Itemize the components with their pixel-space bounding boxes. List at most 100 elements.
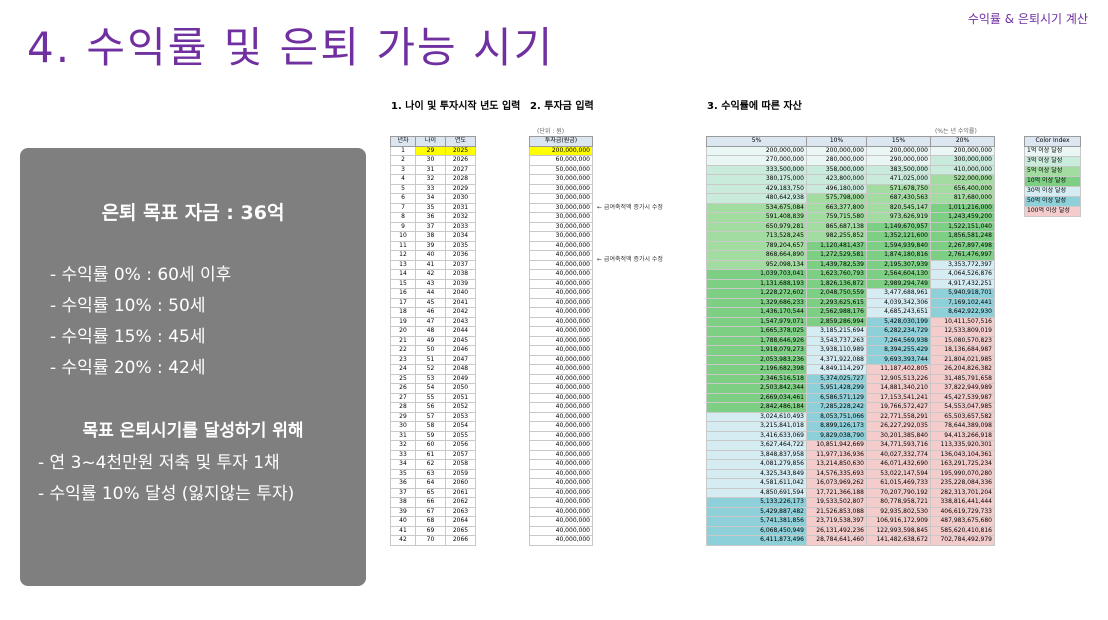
plan-heading: 목표 은퇴시기를 달성하기 위해: [82, 421, 304, 441]
table-cell: 2058: [445, 459, 476, 470]
table-cell: 61: [415, 449, 446, 460]
returns-header: 10%: [806, 136, 867, 147]
table-cell: 38: [415, 231, 446, 242]
table-row: 13 41 2037: [390, 259, 476, 270]
table-row: 40,000,000: [529, 316, 593, 327]
table-row: 2,842,486,184 7,285,228,242 19,766,572,427…: [706, 402, 995, 413]
table-cell: 2029: [445, 183, 476, 194]
table-cell: 23,719,538,397: [806, 516, 867, 527]
table-row: 3,024,610,493 8,053,751,066 22,771,558,291…: [706, 411, 995, 422]
table-cell: 2048: [445, 364, 476, 375]
table-cell: 333,500,000: [706, 164, 807, 175]
table-cell: 31: [415, 164, 446, 175]
table-cell: 2051: [445, 392, 476, 403]
table-cell: 2042: [445, 307, 476, 318]
table-cell: 2063: [445, 506, 476, 517]
legend-label: 10억 이상 달성: [1024, 175, 1081, 187]
table-cell: 282,313,701,204: [930, 487, 995, 498]
table-row: 380,175,000 423,800,000 471,025,000 522,000…: [706, 174, 995, 185]
rate-unit-note: (%는 년 수익률): [935, 128, 977, 135]
table-cell: 1: [390, 145, 416, 156]
rate-item: - 수익률 10% : 50세: [50, 296, 206, 316]
table-row: 40,000,000: [529, 335, 593, 346]
table-cell: 358,000,000: [806, 164, 867, 175]
table-cell: 471,025,000: [866, 174, 931, 185]
table-row: 30,000,000: [529, 202, 593, 213]
table-cell: 1,329,686,233: [706, 297, 807, 308]
table-cell: 40,000,000: [529, 411, 593, 422]
table-cell: 17,721,366,188: [806, 487, 867, 498]
table-cell: 2031: [445, 202, 476, 213]
table-cell: 3,627,464,722: [706, 440, 807, 451]
table-row: 23 51 2047: [390, 354, 476, 365]
returns-header: 20%: [930, 136, 995, 147]
table-row: 868,664,890 1,272,529,581 1,874,180,816 2,7…: [706, 250, 995, 261]
table-row: 789,204,657 1,120,481,437 1,594,939,840 2,2…: [706, 240, 995, 251]
table-cell: 40,000,000: [529, 487, 593, 498]
table-cell: 106,916,172,909: [866, 516, 931, 527]
table-row: 40,000,000: [529, 449, 593, 460]
salary-note: ← 급여축적액 증가시 수정: [597, 204, 663, 211]
table-row: 3,215,841,018 8,899,126,173 26,227,292,035…: [706, 421, 995, 432]
table-cell: 200,000,000: [866, 145, 931, 156]
age-table-header: 연도: [445, 136, 476, 147]
table-cell: 3,353,772,397: [930, 259, 995, 270]
table-cell: 3,848,837,958: [706, 449, 807, 460]
table-row: 952,098,134 1,439,782,539 2,195,307,939 3,3…: [706, 259, 995, 270]
table-cell: 270,000,000: [706, 155, 807, 166]
table-cell: 2032: [445, 212, 476, 223]
rate-item: - 수익률 20% : 42세: [50, 358, 206, 378]
table-row: 7 35 2031: [390, 202, 476, 213]
table-cell: 656,400,000: [930, 183, 995, 194]
table-cell: 46,071,432,690: [866, 459, 931, 470]
table-row: 713,528,245 982,255,852 1,352,121,600 1,856…: [706, 231, 995, 242]
table-row: 38 66 2062: [390, 497, 476, 508]
table-row: 2,053,983,236 4,371,922,088 9,693,393,744 2…: [706, 354, 995, 365]
investment-table: 투자금(원금) 200,000,000 60,000,000 50,000,000 3…: [529, 136, 593, 546]
table-cell: 14,576,335,693: [806, 468, 867, 479]
table-cell: 16: [390, 288, 416, 299]
investment-header: 투자금(원금): [529, 136, 593, 147]
table-cell: 40,000,000: [529, 468, 593, 479]
table-row: 40,000,000: [529, 383, 593, 394]
table-cell: 40,000,000: [529, 478, 593, 489]
table-row: 1 29 2025: [390, 145, 476, 156]
table-cell: 30,000,000: [529, 221, 593, 232]
table-cell: 5: [390, 183, 416, 194]
table-row: 14 42 2038: [390, 269, 476, 280]
table-row: 1,547,979,071 2,859,286,994 5,428,030,199 1…: [706, 316, 995, 327]
table-cell: 383,500,000: [866, 164, 931, 175]
table-row: 11 39 2035: [390, 240, 476, 251]
table-cell: 820,545,147: [866, 202, 931, 213]
table-cell: 40,000,000: [529, 297, 593, 308]
table-row: 24 52 2048: [390, 364, 476, 375]
age-table-header: 년차: [390, 136, 416, 147]
table-cell: 43: [415, 278, 446, 289]
table-cell: 122,993,598,845: [866, 525, 931, 536]
table-cell: 45,427,539,987: [930, 392, 995, 403]
summary-panel: 은퇴 목표 자금 : 36억 - 수익률 0% : 60세 이후 - 수익률 1…: [20, 148, 366, 586]
table-cell: 28: [390, 402, 416, 413]
table-cell: 57: [415, 411, 446, 422]
table-cell: 30,201,385,840: [866, 430, 931, 441]
table-row: 31 59 2055: [390, 430, 476, 441]
slide-title: 4. 수익률 및 은퇴 가능 시기: [27, 23, 555, 72]
table-cell: 2060: [445, 478, 476, 489]
table-cell: 2050: [445, 383, 476, 394]
table-cell: 571,678,750: [866, 183, 931, 194]
table-cell: 40,000,000: [529, 525, 593, 536]
table-cell: 1,874,180,816: [866, 250, 931, 261]
table-row: 5,133,226,173 19,533,502,807 80,778,958,72…: [706, 497, 995, 508]
table-cell: 22: [390, 345, 416, 356]
table-row: 2,503,842,344 5,951,428,299 14,881,340,210…: [706, 383, 995, 394]
table-cell: 2,503,842,344: [706, 383, 807, 394]
table-cell: 29: [390, 411, 416, 422]
table-cell: 21: [390, 335, 416, 346]
table-cell: 2033: [445, 221, 476, 232]
table-row: 5,429,887,482 21,526,853,088 92,935,802,53…: [706, 506, 995, 517]
table-row: 40,000,000: [529, 468, 593, 479]
table-cell: 522,000,000: [930, 174, 995, 185]
table-cell: 702,784,492,979: [930, 535, 995, 546]
table-cell: 2,564,604,130: [866, 269, 931, 280]
table-cell: 2045: [445, 335, 476, 346]
